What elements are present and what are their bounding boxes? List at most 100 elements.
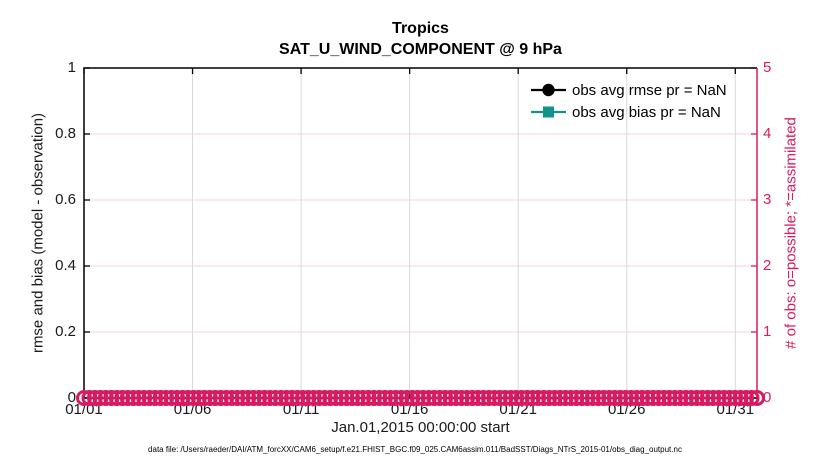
chart-title-block: Tropics SAT_U_WIND_COMPONENT @ 9 hPa xyxy=(84,18,757,60)
obs-count-marker xyxy=(207,390,224,406)
obs-count-marker xyxy=(311,390,328,406)
legend-label-bias: obs avg bias pr = NaN xyxy=(572,103,721,121)
obs-count-marker xyxy=(453,390,470,406)
axis-spine-left-top xyxy=(83,67,757,398)
obs-count-marker xyxy=(459,390,476,406)
obs-count-marker xyxy=(727,390,744,406)
obs-count-marker xyxy=(552,390,569,406)
obs-count-marker xyxy=(705,390,722,406)
obs-count-marker xyxy=(360,390,377,406)
obs-count-marker xyxy=(130,390,147,406)
y-left-tick-label: 0 xyxy=(67,389,76,406)
obs-count-marker xyxy=(469,390,486,406)
obs-count-marker xyxy=(305,390,322,406)
obs-count-marker xyxy=(404,390,421,406)
obs-count-marker xyxy=(316,390,333,406)
obs-count-marker xyxy=(223,390,240,406)
obs-count-marker xyxy=(174,390,191,406)
obs-count-marker xyxy=(119,390,136,406)
obs-count-marker xyxy=(732,390,749,406)
obs-count-marker xyxy=(710,390,727,406)
obs-count-marker xyxy=(590,390,607,406)
obs-count-marker xyxy=(327,390,344,406)
obs-count-marker xyxy=(562,390,579,406)
y-left-tick-label: 0.2 xyxy=(55,323,76,340)
legend: obs avg rmse pr = NaN obs avg bias pr = … xyxy=(530,79,727,123)
data-file-caption: data file: /Users/raeder/DAI/ATM_forcXX/… xyxy=(148,445,682,454)
obs-count-marker xyxy=(256,390,273,406)
obs-count-marker xyxy=(661,390,678,406)
obs-count-marker xyxy=(508,390,525,406)
y-left-tick-label: 0.6 xyxy=(55,191,76,208)
obs-count-marker xyxy=(557,390,574,406)
obs-count-marker xyxy=(666,390,683,406)
y-right-tick-label: 5 xyxy=(763,59,772,76)
obs-count-marker xyxy=(601,390,618,406)
obs-count-marker xyxy=(699,390,716,406)
obs-count-marker xyxy=(333,390,350,406)
obs-count-marker xyxy=(535,390,552,406)
obs-count-marker xyxy=(212,390,229,406)
obs-count-marker xyxy=(355,390,372,406)
obs-count-marker xyxy=(486,390,503,406)
y-right-tick-label: 3 xyxy=(763,191,772,208)
obs-count-marker xyxy=(546,390,563,406)
y-left-tick-label: 0.4 xyxy=(55,257,76,274)
obs-count-marker xyxy=(365,390,382,406)
obs-count-marker xyxy=(371,390,388,406)
obs-count-marker xyxy=(289,390,306,406)
y-right-tick-label: 0 xyxy=(763,389,772,406)
y-left-tick-label: 1 xyxy=(67,59,76,76)
obs-count-marker xyxy=(612,390,629,406)
obs-count-marker xyxy=(579,390,596,406)
obs-count-marker xyxy=(595,390,612,406)
obs-count-marker xyxy=(338,390,355,406)
obs-count-marker xyxy=(393,390,410,406)
obs-count-marker xyxy=(497,390,514,406)
obs-count-marker xyxy=(108,390,125,406)
obs-count-marker xyxy=(628,390,645,406)
obs-count-marker xyxy=(721,390,738,406)
obs-count-marker xyxy=(382,390,399,406)
obs-count-marker xyxy=(623,390,640,406)
obs-count-marker xyxy=(322,390,339,406)
obs-count-marker xyxy=(272,390,289,406)
obs-count-marker xyxy=(431,390,448,406)
obs-count-marker xyxy=(519,390,536,406)
obs-count-marker xyxy=(179,390,196,406)
obs-count-marker xyxy=(152,390,169,406)
obs-count-marker xyxy=(426,390,443,406)
obs-count-marker xyxy=(240,390,257,406)
obs-count-marker xyxy=(103,390,120,406)
obs-count-marker xyxy=(86,390,103,406)
obs-count-marker xyxy=(163,390,180,406)
obs-count-marker xyxy=(344,390,361,406)
obs-count-marker xyxy=(114,390,131,406)
legend-item-bias: obs avg bias pr = NaN xyxy=(530,101,727,123)
obs-count-marker xyxy=(694,390,711,406)
obs-count-marker xyxy=(420,390,437,406)
chart-title-variable: SAT_U_WIND_COMPONENT @ 9 hPa xyxy=(279,41,562,58)
obs-count-marker xyxy=(234,390,251,406)
obs-count-marker xyxy=(97,390,114,406)
obs-count-marker xyxy=(278,390,295,406)
y-right-tick-label: 1 xyxy=(763,323,772,340)
obs-count-marker xyxy=(147,390,164,406)
obs-count-marker xyxy=(677,390,694,406)
obs-count-marker xyxy=(251,390,268,406)
obs-count-marker xyxy=(716,390,733,406)
obs-count-marker xyxy=(267,390,284,406)
obs-count-marker xyxy=(229,390,246,406)
obs-count-marker xyxy=(584,390,601,406)
x-axis-label: Jan.01,2015 00:00:00 start xyxy=(331,419,510,436)
obs-count-marker xyxy=(645,390,662,406)
obs-count-marker xyxy=(634,390,651,406)
obs-count-marker xyxy=(606,390,623,406)
obs-count-marker xyxy=(442,390,459,406)
chart-title-region: Tropics xyxy=(392,20,449,37)
obs-count-marker xyxy=(218,390,235,406)
obs-count-marker xyxy=(92,390,109,406)
obs-count-marker xyxy=(738,390,755,406)
obs-count-marker xyxy=(464,390,481,406)
